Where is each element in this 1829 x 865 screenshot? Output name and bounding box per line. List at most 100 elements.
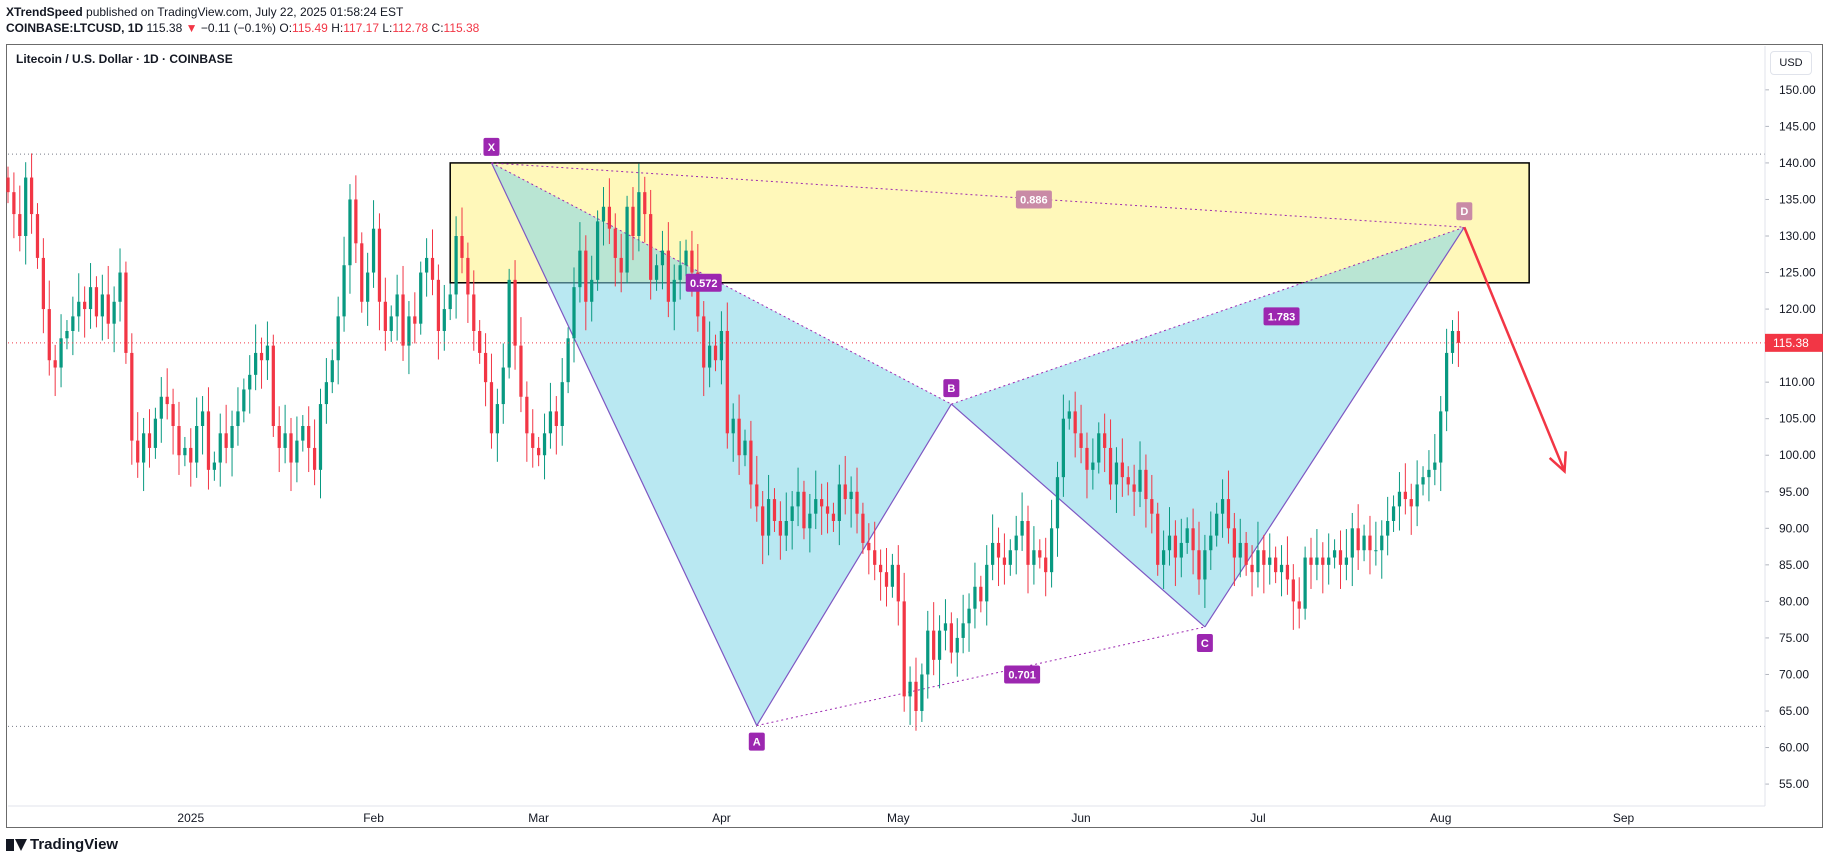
candle-body[interactable] xyxy=(985,564,989,602)
candle-body[interactable] xyxy=(707,345,712,368)
candle-body[interactable] xyxy=(147,433,152,448)
candle-body[interactable] xyxy=(295,440,299,463)
candle-body[interactable] xyxy=(1167,535,1172,551)
candle-body[interactable] xyxy=(513,279,517,346)
candle-body[interactable] xyxy=(6,177,10,193)
candle-body[interactable] xyxy=(666,250,670,302)
candle-body[interactable] xyxy=(383,301,387,331)
candle-body[interactable] xyxy=(1427,469,1431,478)
candle-body[interactable] xyxy=(1309,557,1313,565)
candle-body[interactable] xyxy=(1032,550,1036,565)
candle-body[interactable] xyxy=(29,177,34,215)
candle-body[interactable] xyxy=(1173,535,1178,558)
candle-body[interactable] xyxy=(1044,557,1048,573)
candle-body[interactable] xyxy=(719,331,724,361)
candle-body[interactable] xyxy=(837,484,841,521)
candle-body[interactable] xyxy=(318,404,323,470)
candle-body[interactable] xyxy=(737,418,741,456)
candle-body[interactable] xyxy=(902,601,906,697)
publisher-name[interactable]: XTrendSpeed xyxy=(6,5,83,19)
candle-body[interactable] xyxy=(595,221,600,280)
candle-body[interactable] xyxy=(749,440,753,485)
candle-body[interactable] xyxy=(189,447,193,463)
candle-body[interactable] xyxy=(271,345,275,426)
candle-body[interactable] xyxy=(849,491,853,500)
candle-body[interactable] xyxy=(1097,433,1101,463)
candle-body[interactable] xyxy=(1191,528,1195,551)
candle-body[interactable] xyxy=(483,352,488,383)
candle-body[interactable] xyxy=(448,294,452,310)
candle-body[interactable] xyxy=(301,426,305,441)
candle-body[interactable] xyxy=(590,279,594,302)
candle-body[interactable] xyxy=(265,345,270,361)
candle-body[interactable] xyxy=(943,623,948,631)
candle-body[interactable] xyxy=(59,338,63,368)
candle-body[interactable] xyxy=(71,316,75,331)
candle-body[interactable] xyxy=(537,447,541,456)
candle-body[interactable] xyxy=(1014,535,1018,551)
candle-body[interactable] xyxy=(649,214,653,280)
candle-body[interactable] xyxy=(1209,535,1213,551)
candle-body[interactable] xyxy=(130,352,134,441)
candle-body[interactable] xyxy=(896,564,900,602)
candle-body[interactable] xyxy=(1315,557,1319,565)
candle-body[interactable] xyxy=(230,426,234,448)
candle-body[interactable] xyxy=(601,206,606,222)
candle-body[interactable] xyxy=(908,681,912,697)
candle-body[interactable] xyxy=(979,586,983,602)
candle-body[interactable] xyxy=(519,345,523,397)
candle-body[interactable] xyxy=(696,272,700,317)
candle-body[interactable] xyxy=(277,426,281,448)
candle-body[interactable] xyxy=(713,345,718,361)
candle-body[interactable] xyxy=(12,192,16,215)
pattern-leg-BC[interactable] xyxy=(950,403,1206,628)
candle-body[interactable] xyxy=(83,301,87,310)
candle-body[interactable] xyxy=(47,309,51,361)
candle-body[interactable] xyxy=(926,630,930,675)
candle-body[interactable] xyxy=(1285,564,1290,580)
candle-body[interactable] xyxy=(631,206,635,236)
candle-body[interactable] xyxy=(371,228,376,273)
candle-body[interactable] xyxy=(436,279,441,331)
candle-body[interactable] xyxy=(1291,579,1295,602)
candle-body[interactable] xyxy=(1409,499,1413,507)
candle-body[interactable] xyxy=(1103,433,1107,448)
candle-body[interactable] xyxy=(112,301,116,324)
candle-body[interactable] xyxy=(401,294,405,346)
candle-body[interactable] xyxy=(802,491,806,529)
candle-body[interactable] xyxy=(607,206,612,229)
candle-body[interactable] xyxy=(1026,521,1030,565)
candle-body[interactable] xyxy=(248,374,252,390)
candle-body[interactable] xyxy=(937,630,942,660)
candle-body[interactable] xyxy=(1450,331,1455,353)
candle-body[interactable] xyxy=(218,433,222,463)
candle-body[interactable] xyxy=(153,418,158,448)
candle-body[interactable] xyxy=(94,287,99,317)
candle-body[interactable] xyxy=(1327,557,1331,565)
candle-body[interactable] xyxy=(1415,484,1419,507)
candle-body[interactable] xyxy=(637,192,641,236)
candle-body[interactable] xyxy=(1073,411,1077,434)
candle-body[interactable] xyxy=(825,506,830,514)
candle-body[interactable] xyxy=(1179,542,1183,558)
candle-body[interactable] xyxy=(1203,550,1207,580)
candle-body[interactable] xyxy=(625,206,629,273)
candle-body[interactable] xyxy=(861,513,865,543)
candle-body[interactable] xyxy=(442,309,446,331)
currency-button[interactable]: USD xyxy=(1770,51,1812,75)
candle-body[interactable] xyxy=(843,484,847,500)
candle-body[interactable] xyxy=(560,382,564,426)
candle-body[interactable] xyxy=(1049,528,1054,573)
candle-body[interactable] xyxy=(702,316,706,368)
candle-body[interactable] xyxy=(814,499,818,514)
candle-body[interactable] xyxy=(1132,484,1136,492)
candle-body[interactable] xyxy=(106,294,110,324)
candle-body[interactable] xyxy=(566,338,570,383)
candle-body[interactable] xyxy=(1079,433,1083,448)
candle-body[interactable] xyxy=(820,499,824,507)
candle-body[interactable] xyxy=(831,513,836,521)
candle-body[interactable] xyxy=(1386,521,1390,536)
candle-body[interactable] xyxy=(395,294,399,317)
candle-body[interactable] xyxy=(584,250,588,302)
candle-body[interactable] xyxy=(884,572,889,587)
